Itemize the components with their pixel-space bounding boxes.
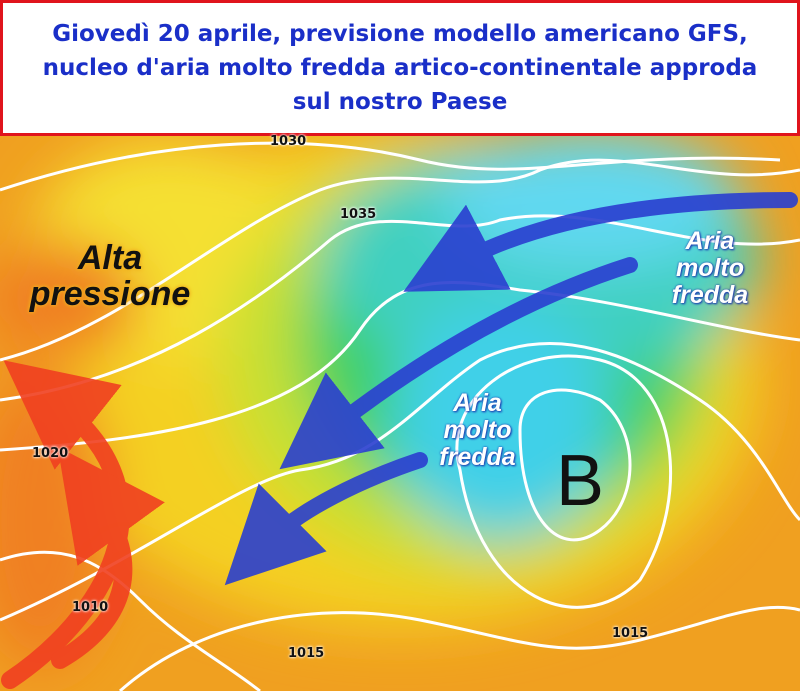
high-pressure-label: Alta pressione xyxy=(29,239,191,313)
cold-air-arrows xyxy=(224,192,798,586)
isobar-label: 1020 xyxy=(32,446,69,461)
title: Giovedì 20 aprile, previsione modello am… xyxy=(42,21,758,115)
warm-air-arrows xyxy=(1,360,165,689)
isobar-label: 1015 xyxy=(288,646,325,661)
isobar-label: 1035 xyxy=(340,207,377,222)
isobar-label: 1030 xyxy=(270,134,307,149)
header: Giovedì 20 aprile, previsione modello am… xyxy=(0,0,800,136)
isobar-label: 1010 xyxy=(72,600,109,615)
cold-air-label: Aria molto fredda xyxy=(439,389,516,471)
cold-air-label: Aria molto fredda xyxy=(671,227,749,309)
low-pressure-label: B xyxy=(555,441,605,521)
isobar-label: 1015 xyxy=(612,626,649,641)
